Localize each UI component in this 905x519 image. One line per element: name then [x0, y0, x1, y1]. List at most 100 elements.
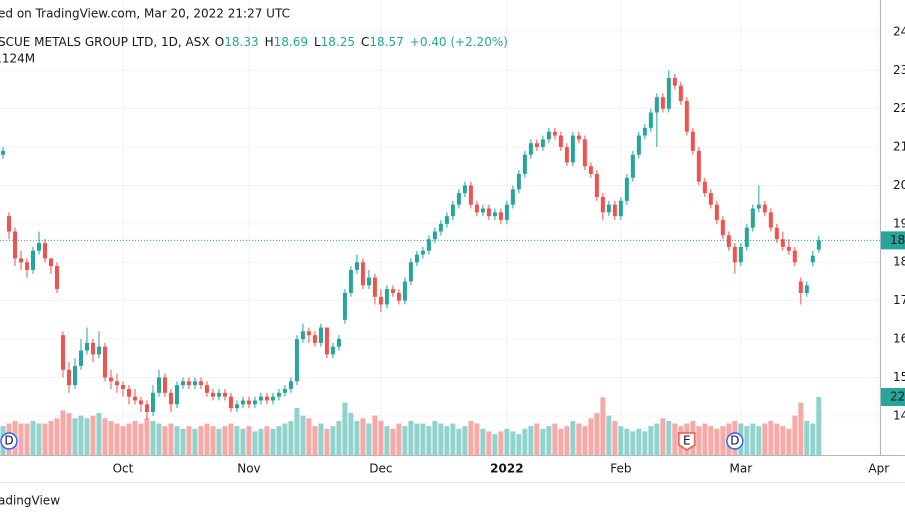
event-marker — [678, 432, 696, 451]
candle-body — [156, 377, 161, 393]
candle-body — [78, 350, 83, 366]
candle-body — [408, 262, 413, 282]
volume-bar — [702, 423, 708, 455]
candle-body — [90, 342, 95, 355]
volume-bar — [354, 420, 360, 455]
low-key: L — [314, 35, 321, 49]
volume-bar — [192, 428, 198, 455]
candle-body — [36, 243, 41, 251]
volume-bar — [780, 426, 786, 455]
volume-bar — [30, 420, 36, 455]
volume-bar — [24, 423, 30, 455]
volume-bar — [582, 426, 588, 455]
volume-bar — [150, 420, 156, 455]
volume-bar — [504, 428, 510, 455]
candle-body — [672, 77, 677, 86]
volume-bar — [42, 423, 48, 455]
volume-bar — [744, 426, 750, 455]
candle-body — [114, 381, 119, 386]
candle-body — [204, 385, 209, 393]
volume-bar — [798, 402, 804, 455]
volume-bar — [264, 426, 270, 455]
candle-body — [636, 135, 641, 155]
volume-bar — [456, 428, 462, 455]
candle-body — [498, 212, 503, 221]
volume-bar — [660, 418, 666, 455]
volume-badge-label: 22 — [890, 390, 905, 404]
candle-body — [606, 204, 611, 213]
candle-body — [324, 327, 329, 355]
candle-body — [702, 181, 707, 194]
candle-body — [486, 208, 491, 217]
volume-bar — [804, 420, 810, 455]
y-tick-label: 14 — [893, 408, 905, 422]
y-tick-label: 17 — [893, 293, 905, 307]
change: +0.40 (+2.20%) — [410, 35, 508, 49]
candle-body — [630, 154, 635, 178]
candle-body — [174, 385, 179, 405]
volume-bar — [762, 423, 768, 455]
candle-body — [720, 220, 725, 236]
volume-bar — [468, 420, 474, 455]
volume-bar — [402, 426, 408, 455]
volume-bar — [174, 426, 180, 455]
volume-bar — [420, 423, 426, 455]
candle-body — [12, 231, 17, 259]
volume-bar — [564, 426, 570, 455]
candle-body — [420, 250, 425, 255]
volume-bar — [534, 423, 540, 455]
candle-body — [24, 262, 29, 270]
candle-body — [786, 246, 791, 251]
volume-bar — [132, 420, 138, 455]
volume-bar — [372, 415, 378, 455]
candle-body — [774, 227, 779, 240]
candle-body — [222, 392, 227, 397]
candle-body — [714, 204, 719, 221]
event-label: D — [730, 434, 739, 448]
candle-body — [798, 281, 803, 293]
volume-bar — [396, 423, 402, 455]
candle-body — [684, 100, 689, 132]
candle-body — [258, 396, 263, 401]
volume-bar — [180, 428, 186, 455]
candle-body — [6, 216, 11, 232]
candle-body — [372, 277, 377, 297]
volume-bar — [552, 423, 558, 455]
candle-body — [384, 289, 389, 305]
open-value: 18.33 — [224, 35, 258, 49]
candle-body — [366, 277, 371, 286]
volume-bar — [708, 426, 714, 455]
volume-bar — [288, 420, 294, 455]
volume-bar — [234, 426, 240, 455]
candle-body — [642, 127, 647, 136]
candle-body — [414, 254, 419, 263]
candle-body — [348, 269, 353, 293]
volume-bar — [606, 415, 612, 455]
x-tick-label: Oct — [113, 462, 134, 476]
volume-bar — [414, 423, 420, 455]
candle-body — [810, 255, 815, 263]
volume-bar — [300, 415, 306, 455]
volume-bar — [330, 426, 336, 455]
candle-body — [480, 208, 485, 213]
volume-bar — [672, 423, 678, 455]
x-tick-label: Dec — [369, 462, 392, 476]
candle-body — [570, 135, 575, 163]
y-tick-label: 16 — [893, 332, 905, 346]
candle-body — [234, 404, 239, 409]
volume-bar — [342, 402, 348, 455]
close-key: C — [361, 35, 369, 49]
volume-bar — [432, 420, 438, 455]
volume-bar — [156, 423, 162, 455]
x-tick-label: Mar — [730, 462, 753, 476]
candle-body — [378, 296, 383, 305]
volume-bar — [654, 423, 660, 455]
candle-body — [462, 185, 467, 194]
candle-body — [162, 377, 167, 393]
candle-body — [744, 227, 749, 247]
volume-bar — [462, 426, 468, 455]
volume-bar — [486, 431, 492, 455]
candle-body — [726, 235, 731, 247]
volume-bar — [318, 423, 324, 455]
